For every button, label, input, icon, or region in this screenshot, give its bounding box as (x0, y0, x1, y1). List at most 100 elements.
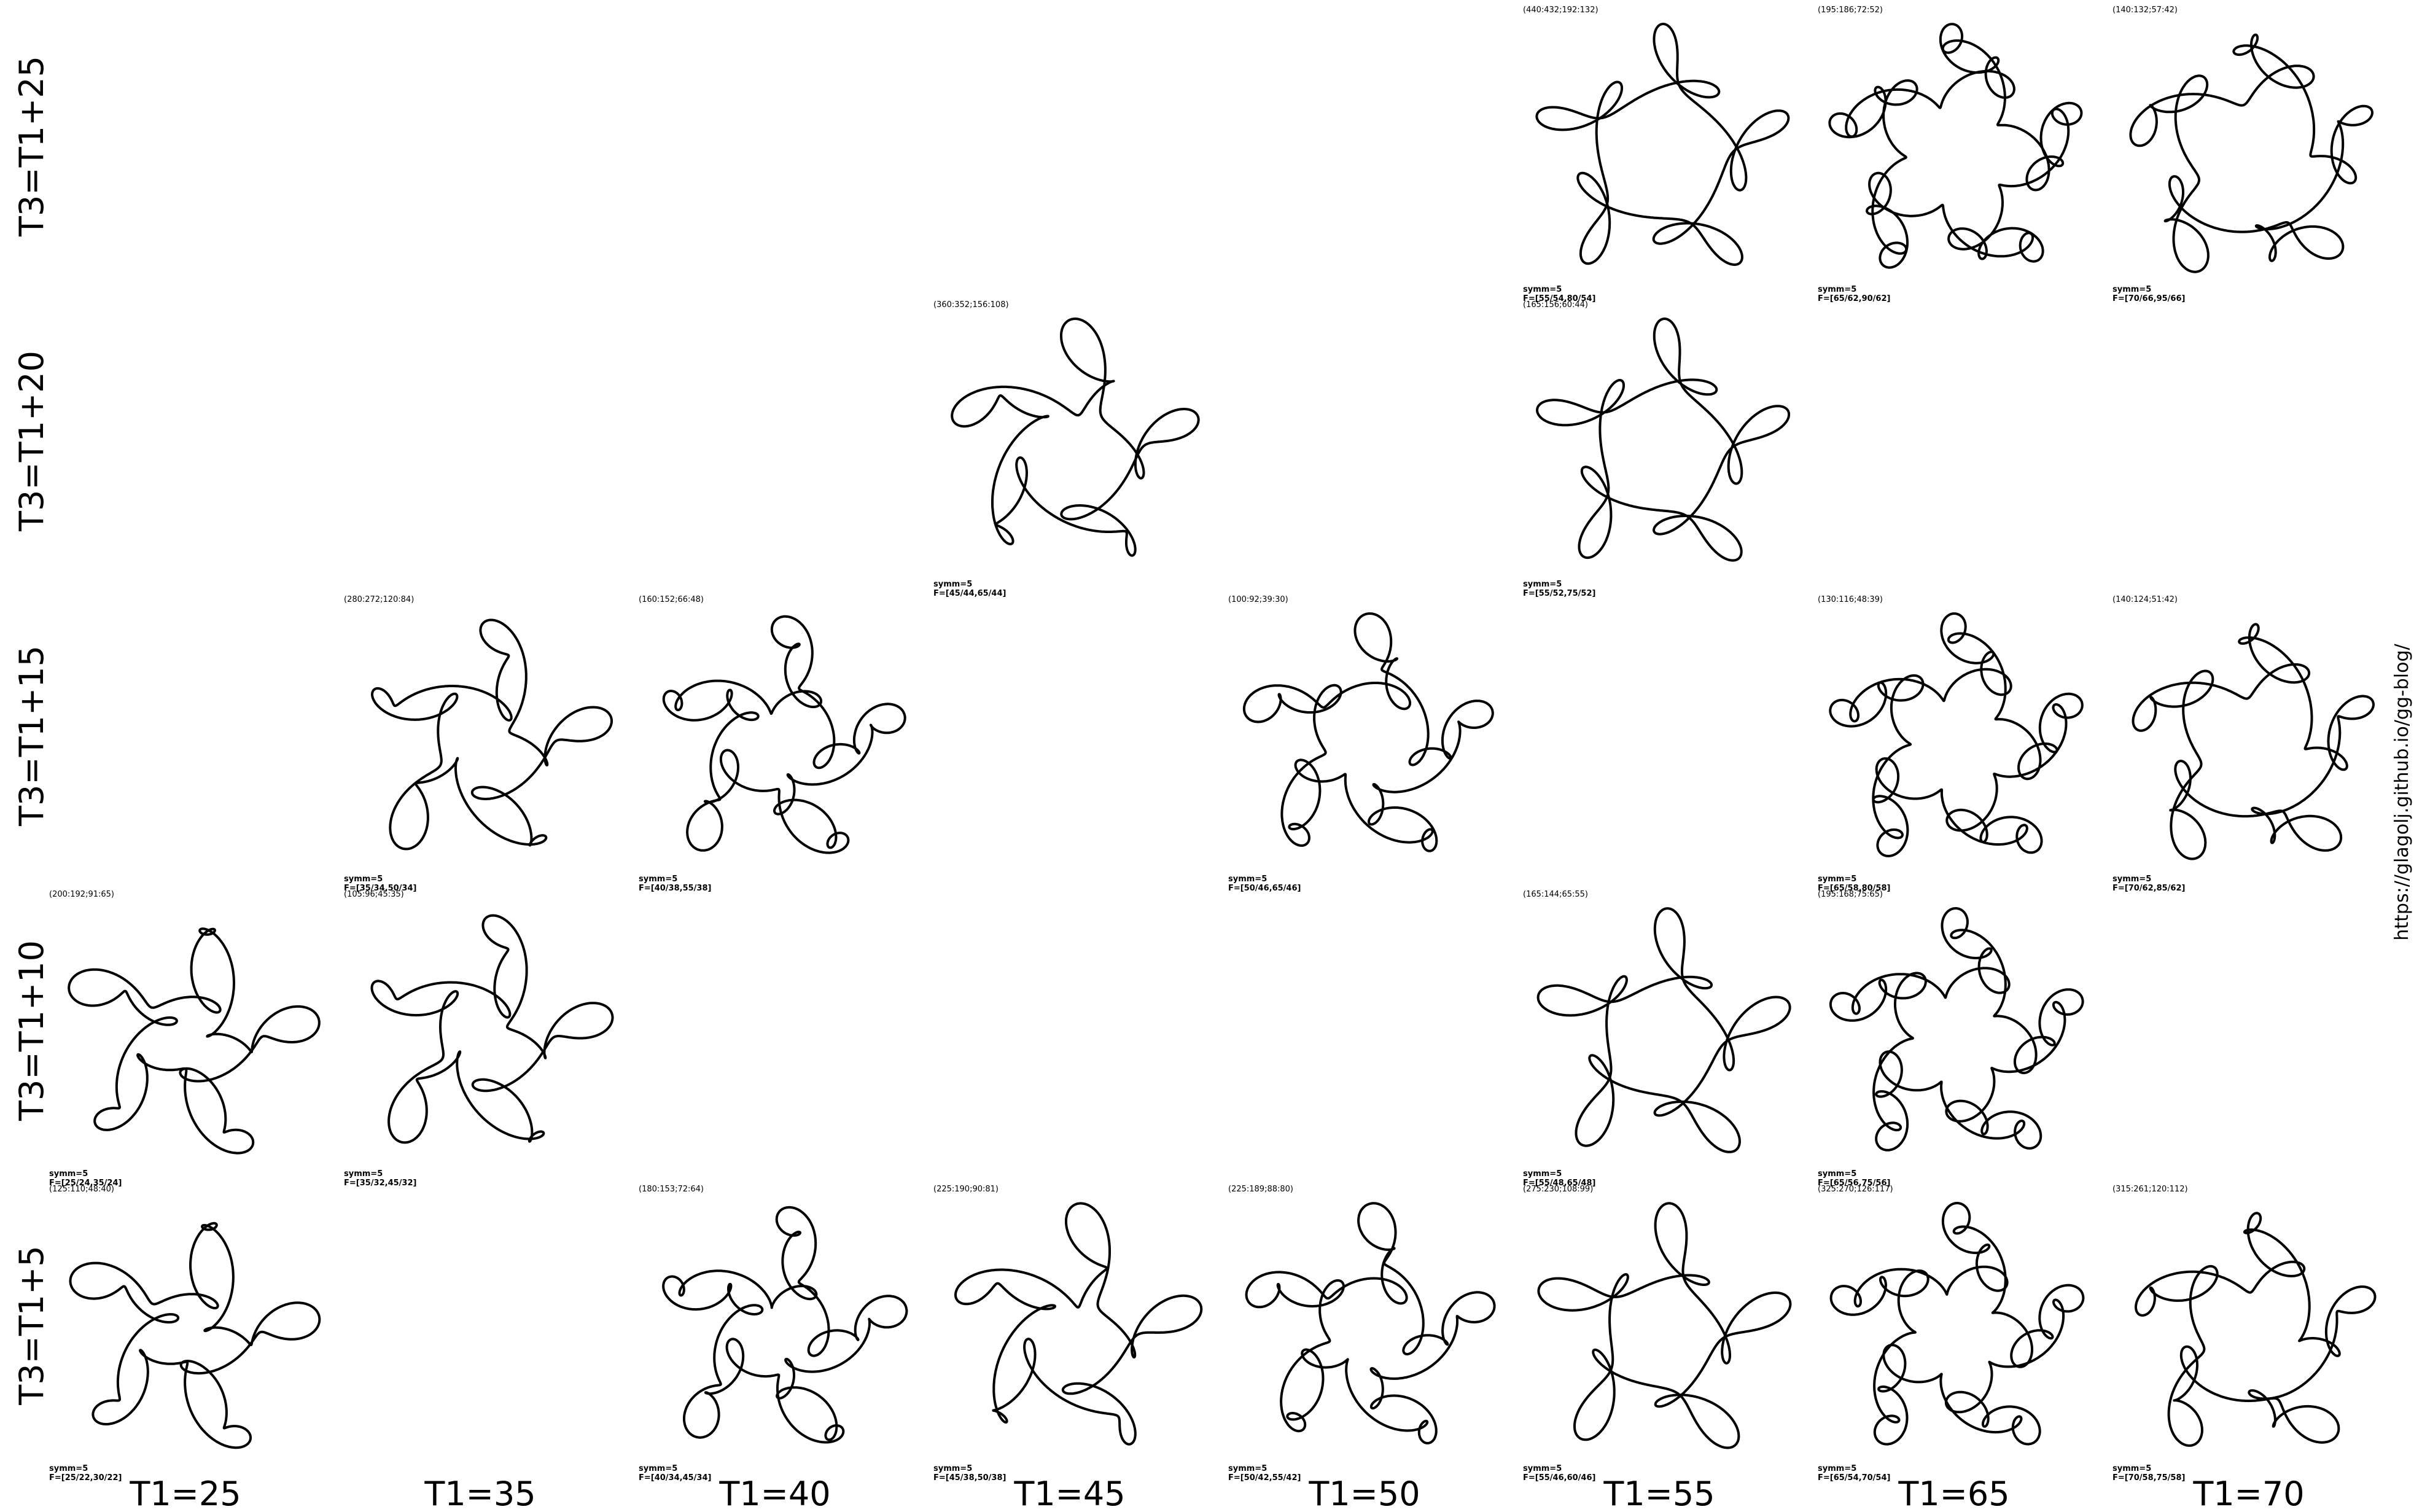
figure-frequencies: F=[70/66,95/66] (2112, 294, 2186, 303)
figure-symmetry: symm=5 (1523, 580, 1562, 589)
figure-cell: (315:261;120:112) symm=5 F=[70/58,75/58] (2108, 1185, 2396, 1483)
rosette-curve-figure (951, 318, 1200, 557)
figure-cell: (100:92;39:30) symm=5 F=[50/46,65/46] (1223, 596, 1512, 892)
figure-params: (440:432;192:132) (1523, 6, 1598, 15)
rosette-curve-path (1829, 612, 2084, 857)
figure-params: (280:272;120:84) (344, 595, 415, 604)
figure-symmetry: symm=5 (1818, 285, 1857, 294)
figure-frequencies: F=[25/22,30/22] (49, 1473, 122, 1483)
figure-frequencies: F=[70/58,75/58] (2112, 1473, 2186, 1483)
rosette-curve-path (951, 318, 1200, 557)
figure-symmetry: symm=5 (1228, 1464, 1267, 1473)
figure-frequencies: F=[55/46,60/46] (1523, 1473, 1596, 1483)
rosette-curve-figure (1829, 612, 2084, 857)
figure-cell: (195:168;75:65) symm=5 F=[65/56,75/56] (1813, 890, 2101, 1187)
figure-params: (180:153;72:64) (639, 1185, 704, 1194)
rosette-curve-path (1535, 23, 1790, 266)
row-label-t3-t1-15: T3=T1+15 (12, 645, 51, 826)
figure-frequencies: F=[55/48,65/48] (1523, 1179, 1596, 1188)
figure-cell: (360:352;156:108) symm=5 F=[45/44,65/44] (929, 300, 1217, 598)
rosette-curve-figure (68, 927, 321, 1155)
figure-cell: (195:186;72:52) symm=5 F=[65/62,90/62] (1813, 6, 2101, 303)
rosette-curve-path (2129, 33, 2373, 273)
rosette-curve-path (69, 1222, 321, 1449)
figure-cell: (225:190;90:81) symm=5 F=[45/38,50/38] (929, 1185, 1217, 1483)
figure-params: (360:352;156:108) (933, 300, 1009, 310)
row-label-t3-t1-20: T3=T1+20 (12, 351, 51, 531)
figure-symmetry: symm=5 (49, 1464, 88, 1473)
figure-symmetry: symm=5 (344, 875, 383, 884)
figure-symmetry: symm=5 (1818, 1464, 1857, 1473)
column-label-t1-50: T1=50 (1309, 1475, 1420, 1512)
rosette-curve-path (662, 615, 906, 854)
figure-params: (225:190;90:81) (933, 1185, 999, 1194)
figure-params: (200:192;91:65) (49, 890, 114, 899)
rosette-curve-path (2135, 1212, 2377, 1447)
figure-cell: (275:230;108:99) symm=5 F=[55/46,60/46] (1518, 1185, 1807, 1483)
rosette-curve-figure (954, 1202, 1203, 1446)
figure-params: (325:270;126:117) (1818, 1185, 1893, 1194)
rosette-curve-path (2132, 623, 2375, 860)
rosette-curve-figure (662, 1206, 908, 1444)
rosette-curve-figure (370, 914, 614, 1144)
column-label-t1-35: T1=35 (424, 1475, 536, 1512)
figure-params: (100:92;39:30) (1228, 595, 1288, 604)
figure-params: (165:144;65:55) (1523, 890, 1588, 899)
figure-cell: (160:152;66:48) symm=5 F=[40/38,55/38] (634, 596, 922, 892)
rosette-curve-path (1829, 1202, 2085, 1446)
figure-symmetry: symm=5 (1228, 875, 1267, 884)
rosette-curve-figure (1828, 23, 2083, 269)
figure-symmetry: symm=5 (639, 1464, 678, 1473)
figure-frequencies: F=[40/38,55/38] (639, 884, 712, 893)
figure-symmetry: symm=5 (2112, 875, 2152, 884)
figure-params: (140:124;51:42) (2112, 595, 2178, 604)
figure-params: (125:110;48:40) (49, 1185, 114, 1194)
figure-cell: (105:96;45:35) symm=5 F=[35/32,45/32] (339, 890, 628, 1187)
rosette-curve-figure (1829, 1202, 2085, 1446)
figure-cell: (280:272;120:84) symm=5 F=[35/34,50/34] (339, 596, 628, 892)
figure-params: (225:189;88:80) (1228, 1185, 1293, 1194)
figure-cell: (125:110;48:40) symm=5 F=[25/22,30/22] (44, 1185, 333, 1483)
figure-params: (130:116;48:39) (1818, 595, 1883, 604)
column-label-t1-40: T1=40 (719, 1475, 831, 1512)
figure-frequencies: F=[45/38,50/38] (933, 1473, 1007, 1483)
figure-params: (275:230;108:99) (1523, 1185, 1594, 1194)
rosette-curve-path (954, 1202, 1203, 1446)
figure-params: (195:168;75:65) (1818, 890, 1883, 899)
figure-symmetry: symm=5 (933, 580, 973, 589)
row-label-t3-t1-10: T3=T1+10 (12, 940, 51, 1121)
rosette-curve-figure (1242, 612, 1494, 852)
figure-frequencies: F=[35/34,50/34] (344, 884, 417, 893)
rosette-curve-figure (1537, 1202, 1792, 1449)
rosette-curve-figure (371, 618, 613, 851)
column-label-t1-45: T1=45 (1014, 1475, 1126, 1512)
figure-symmetry: symm=5 (1523, 1169, 1562, 1179)
figure-frequencies: F=[35/32,45/32] (344, 1179, 417, 1188)
figure-cell: (130:116;48:39) symm=5 F=[65/58,80/58] (1813, 596, 2101, 892)
figure-params: (315:261;120:112) (2112, 1185, 2188, 1194)
rosette-curve-figure (1536, 907, 1791, 1153)
figure-symmetry: symm=5 (1818, 875, 1857, 884)
figure-cell: (440:432;192:132) symm=5 F=[55/54,80/54] (1518, 6, 1807, 303)
rosette-curve-path (68, 927, 321, 1155)
figure-symmetry: symm=5 (344, 1169, 383, 1179)
figure-cell: (165:156;60:44) symm=5 F=[55/52,75/52] (1518, 301, 1807, 598)
rosette-curve-path (1829, 907, 2084, 1152)
column-label-t1-65: T1=65 (1898, 1475, 2010, 1512)
figure-symmetry: symm=5 (1523, 1464, 1562, 1473)
rosette-curve-path (1536, 318, 1791, 562)
figure-frequencies: F=[55/54,80/54] (1523, 294, 1596, 303)
figure-frequencies: F=[65/58,80/58] (1818, 884, 1891, 893)
row-label-t3-t1-25: T3=T1+25 (12, 56, 51, 236)
figure-cell: (165:144;65:55) symm=5 F=[55/48,65/48] (1518, 890, 1807, 1187)
rosette-curve-figure (69, 1222, 321, 1449)
figure-frequencies: F=[40/34,45/34] (639, 1473, 712, 1483)
rosette-curve-path (1828, 23, 2083, 269)
figure-frequencies: F=[55/52,75/52] (1523, 589, 1596, 598)
figure-frequencies: F=[50/46,65/46] (1228, 884, 1301, 893)
rosette-curve-figure (1829, 907, 2084, 1152)
figure-cell: (325:270;126:117) symm=5 F=[65/54,70/54] (1813, 1185, 2101, 1482)
figure-frequencies: F=[65/62,90/62] (1818, 294, 1891, 303)
figure-symmetry: symm=5 (49, 1169, 88, 1179)
